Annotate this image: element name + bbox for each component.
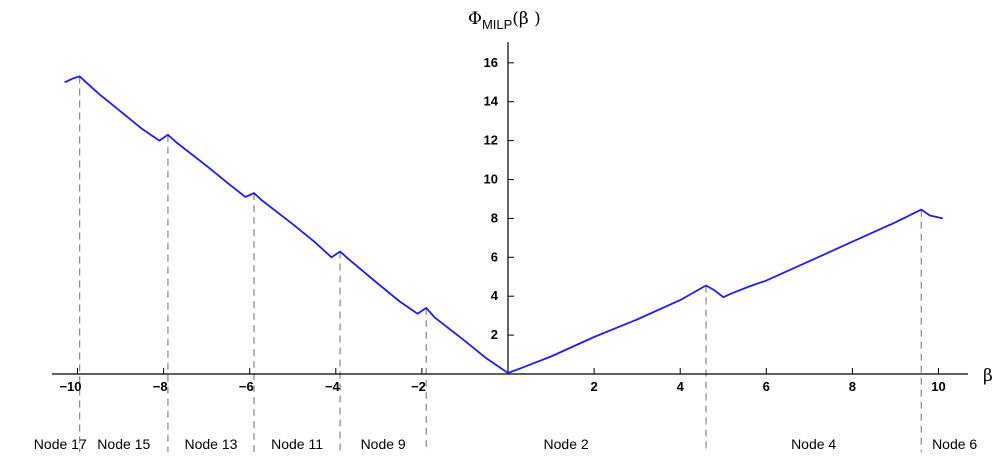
x-axis-title: β [983,366,993,386]
x-tick-label: 8 [849,379,856,394]
x-tick-label: 2 [590,379,597,394]
y-tick-label: 10 [484,172,498,187]
y-tick-label: 12 [484,133,498,148]
region-label: Node 2 [544,436,589,452]
y-tick-label: 2 [491,327,498,342]
region-label: Node 4 [791,436,836,452]
x-tick-label: −4 [325,379,341,394]
y-tick-label: 14 [484,94,499,109]
x-tick-label: −8 [153,379,168,394]
y-axis-title-argument: (β ) [512,9,541,29]
region-label: Node 17 [34,436,87,452]
boundary-lines [79,76,922,452]
axis-ticks: −10 −8 −6 −4 −2 2 4 6 8 10 2 4 6 8 10 12 14 16 [59,55,945,394]
y-tick-label: 4 [491,288,499,303]
series-line [64,75,943,374]
y-axis-title-subscript: MILP [482,17,512,32]
y-tick-label: 8 [491,210,498,225]
region-labels: Node 17 Node 15 Node 13 Node 11 Node 9 Node 2… [34,436,978,452]
region-label: Node 11 [271,436,323,452]
x-tick-label: −6 [239,379,254,394]
region-label: Node 13 [184,436,237,452]
x-tick-label: −10 [59,379,81,394]
x-tick-label: 6 [763,379,770,394]
y-axis-title-symbol: Φ [468,9,482,29]
y-tick-label: 16 [484,55,498,70]
x-tick-label: 10 [931,379,945,394]
y-axis-title: ΦMILP(β ) [468,9,541,32]
y-tick-label: 6 [491,249,498,264]
x-tick-label: −2 [411,379,426,394]
region-label: Node 15 [97,436,150,452]
region-label: Node 9 [361,436,406,452]
region-label: Node 6 [932,436,977,452]
x-tick-label: 4 [677,379,685,394]
